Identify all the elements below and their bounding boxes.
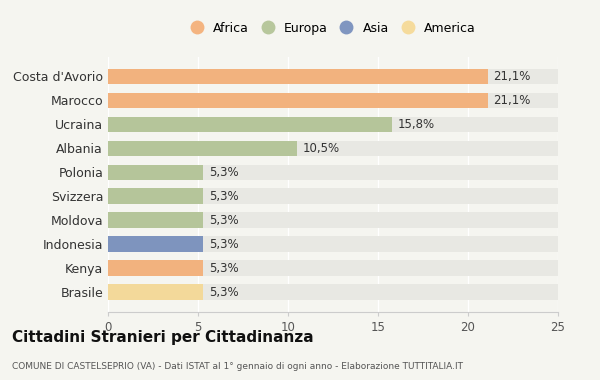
Text: 21,1%: 21,1%: [493, 94, 530, 107]
Bar: [108, 212, 203, 228]
Text: 10,5%: 10,5%: [302, 142, 340, 155]
Text: Cittadini Stranieri per Cittadinanza: Cittadini Stranieri per Cittadinanza: [12, 330, 314, 345]
Bar: [108, 93, 488, 108]
Bar: [108, 188, 558, 204]
Bar: [108, 165, 558, 180]
Bar: [108, 212, 558, 228]
Bar: [108, 141, 558, 156]
Text: 5,3%: 5,3%: [209, 286, 238, 299]
Bar: [108, 117, 392, 132]
Text: COMUNE DI CASTELSEPRIO (VA) - Dati ISTAT al 1° gennaio di ogni anno - Elaborazio: COMUNE DI CASTELSEPRIO (VA) - Dati ISTAT…: [12, 362, 463, 370]
Bar: [108, 236, 203, 252]
Legend: Africa, Europa, Asia, America: Africa, Europa, Asia, America: [185, 17, 481, 40]
Bar: [108, 93, 558, 108]
Bar: [108, 236, 558, 252]
Bar: [108, 141, 297, 156]
Bar: [108, 260, 203, 276]
Text: 5,3%: 5,3%: [209, 238, 238, 251]
Bar: [108, 117, 558, 132]
Text: 5,3%: 5,3%: [209, 262, 238, 275]
Bar: [108, 188, 203, 204]
Text: 15,8%: 15,8%: [398, 118, 435, 131]
Bar: [108, 285, 558, 300]
Bar: [108, 260, 558, 276]
Bar: [108, 68, 558, 84]
Text: 5,3%: 5,3%: [209, 166, 238, 179]
Bar: [108, 285, 203, 300]
Bar: [108, 165, 203, 180]
Text: 5,3%: 5,3%: [209, 214, 238, 227]
Text: 21,1%: 21,1%: [493, 70, 530, 83]
Bar: [108, 68, 488, 84]
Text: 5,3%: 5,3%: [209, 190, 238, 203]
